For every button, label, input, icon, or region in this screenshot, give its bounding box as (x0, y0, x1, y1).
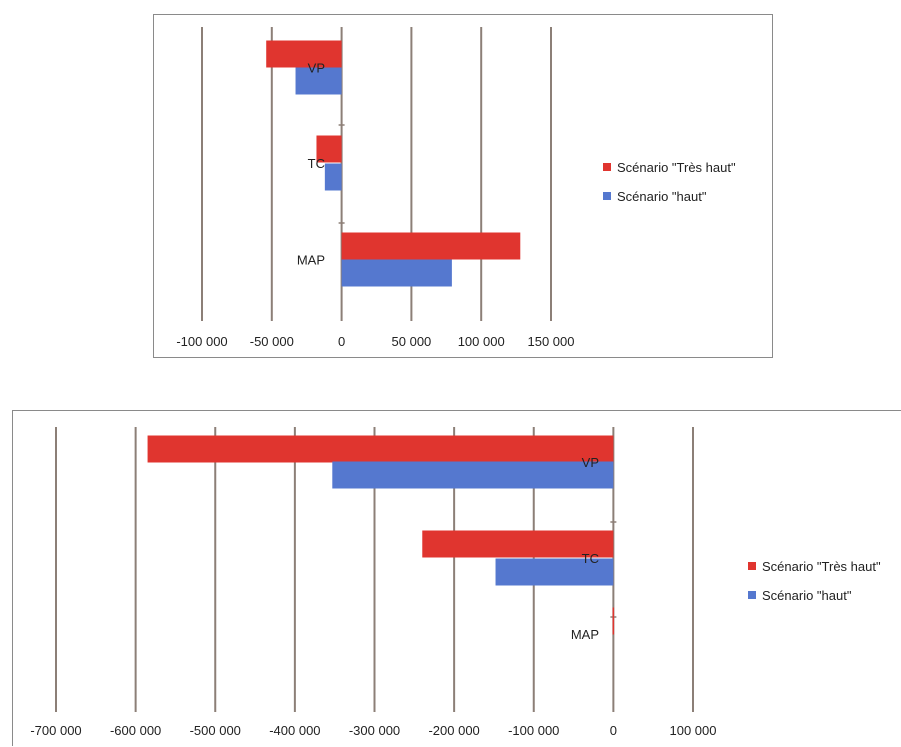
chart-2-x-tick-label: -200 000 (428, 723, 479, 738)
chart-1-bar-map-series-2 (341, 259, 452, 287)
chart-2-x-tick-label: -400 000 (269, 723, 320, 738)
chart-1-x-tick-label: -100 000 (176, 334, 227, 349)
chart-2-x-tick-label: -600 000 (110, 723, 161, 738)
chart-2-x-tick-label: -300 000 (349, 723, 400, 738)
chart-2-x-tick-label: 0 (610, 723, 617, 738)
chart-1-legend-swatch-1 (603, 163, 611, 171)
chart-1-svg: -100 000 -50 000 0 50 000 100 000 150 000 MAP T… (176, 27, 736, 349)
chart-1-bar-vp-series-1 (266, 40, 342, 68)
chart-2-x-tick-label: -500 000 (190, 723, 241, 738)
chart-2-legend-label-2: Scénario "haut" (762, 588, 852, 603)
chart-1-legend-label-1: Scénario "Très haut" (617, 160, 736, 175)
chart-2-svg: -700 000 -600 000 -500 000 -400 000 -300 000… (30, 427, 881, 738)
chart-1-bar-vp-series-2 (295, 67, 342, 95)
chart-1-x-tick-label: 50 000 (392, 334, 432, 349)
chart-1-category-label-map: MAP (297, 253, 325, 268)
chart-2-frame: -700 000 -600 000 -500 000 -400 000 -300 000… (12, 410, 901, 746)
chart-1-x-tick-label: 150 000 (528, 334, 575, 349)
chart-2-bar-tc-series-2 (495, 558, 614, 586)
chart-2-bar-tc-series-1 (422, 530, 614, 558)
chart-1-frame: -100 000 -50 000 0 50 000 100 000 150 000 MAP T… (153, 14, 773, 358)
chart-2-category-label-map: MAP (571, 627, 599, 642)
chart-1-x-tick-label: 100 000 (458, 334, 505, 349)
chart-1-x-tick-label: -50 000 (250, 334, 294, 349)
chart-1-legend-swatch-2 (603, 192, 611, 200)
chart-1-category-label-tc: TC (308, 156, 325, 171)
chart-2-x-tick-label: 100 000 (670, 723, 717, 738)
chart-1-legend-label-2: Scénario "haut" (617, 189, 707, 204)
chart-2-bar-map-series-1 (612, 607, 615, 635)
chart-1-bar-tc-series-1 (316, 135, 342, 163)
chart-2-legend-swatch-2 (748, 591, 756, 599)
chart-2-bar-vp-series-2 (332, 461, 614, 489)
chart-1-category-label-vp: VP (308, 61, 325, 76)
chart-2-category-label-vp: VP (582, 455, 599, 470)
chart-2-legend-label-1: Scénario "Très haut" (762, 559, 881, 574)
chart-1-bar-map-series-1 (341, 232, 521, 260)
chart-2-bar-vp-series-1 (147, 435, 614, 463)
chart-1-x-tick-label: 0 (338, 334, 345, 349)
chart-1-bar-tc-series-2 (324, 163, 342, 191)
chart-2-legend-swatch-1 (748, 562, 756, 570)
chart-2-x-tick-label: -100 000 (508, 723, 559, 738)
chart-2-x-tick-label: -700 000 (30, 723, 81, 738)
chart-2-category-label-tc: TC (582, 551, 599, 566)
